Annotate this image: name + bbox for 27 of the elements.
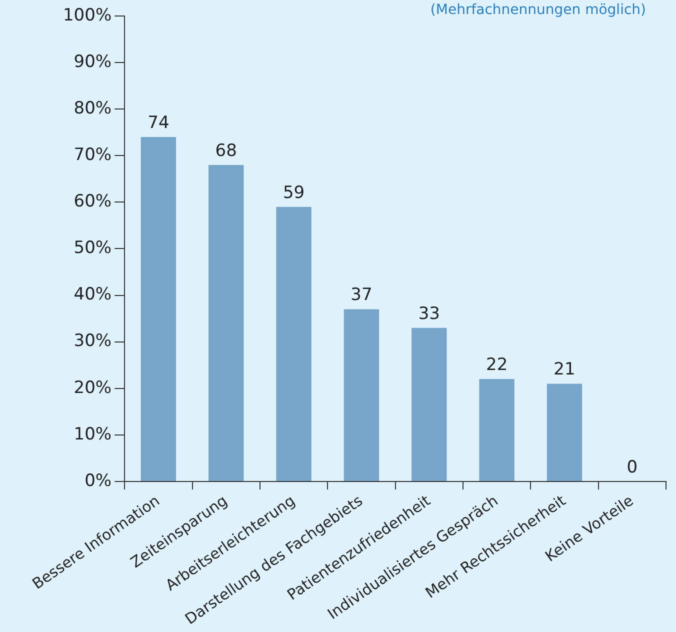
data-label: 74 [148, 112, 170, 133]
data-label: 0 [626, 457, 638, 478]
bar [546, 384, 582, 481]
data-label: 59 [282, 182, 305, 203]
data-label: 21 [554, 360, 576, 380]
data-label: 33 [418, 304, 440, 324]
bar [344, 309, 380, 481]
y-tick-label: 20% [74, 378, 112, 398]
data-label: 68 [215, 140, 237, 161]
y-tick-label: 60% [74, 192, 112, 212]
y-tick-label: 40% [74, 284, 112, 305]
y-tick-label: 80% [74, 98, 112, 119]
y-tick-label: 90% [74, 52, 112, 72]
bar [208, 164, 244, 481]
bar [140, 137, 176, 481]
y-tick-label: 30% [74, 331, 112, 352]
bar [479, 379, 514, 481]
bar [276, 206, 312, 481]
annotation: (Mehrfachnennungen möglich) [430, 2, 646, 18]
y-tick-label: 70% [74, 145, 112, 166]
y-tick-label: 100% [62, 5, 112, 26]
data-label: 37 [350, 285, 372, 306]
data-label: 22 [486, 354, 508, 375]
bar [412, 328, 447, 481]
y-tick-label: 0% [84, 470, 112, 491]
y-tick-label: 50% [74, 238, 112, 258]
y-tick-label: 10% [74, 424, 112, 444]
